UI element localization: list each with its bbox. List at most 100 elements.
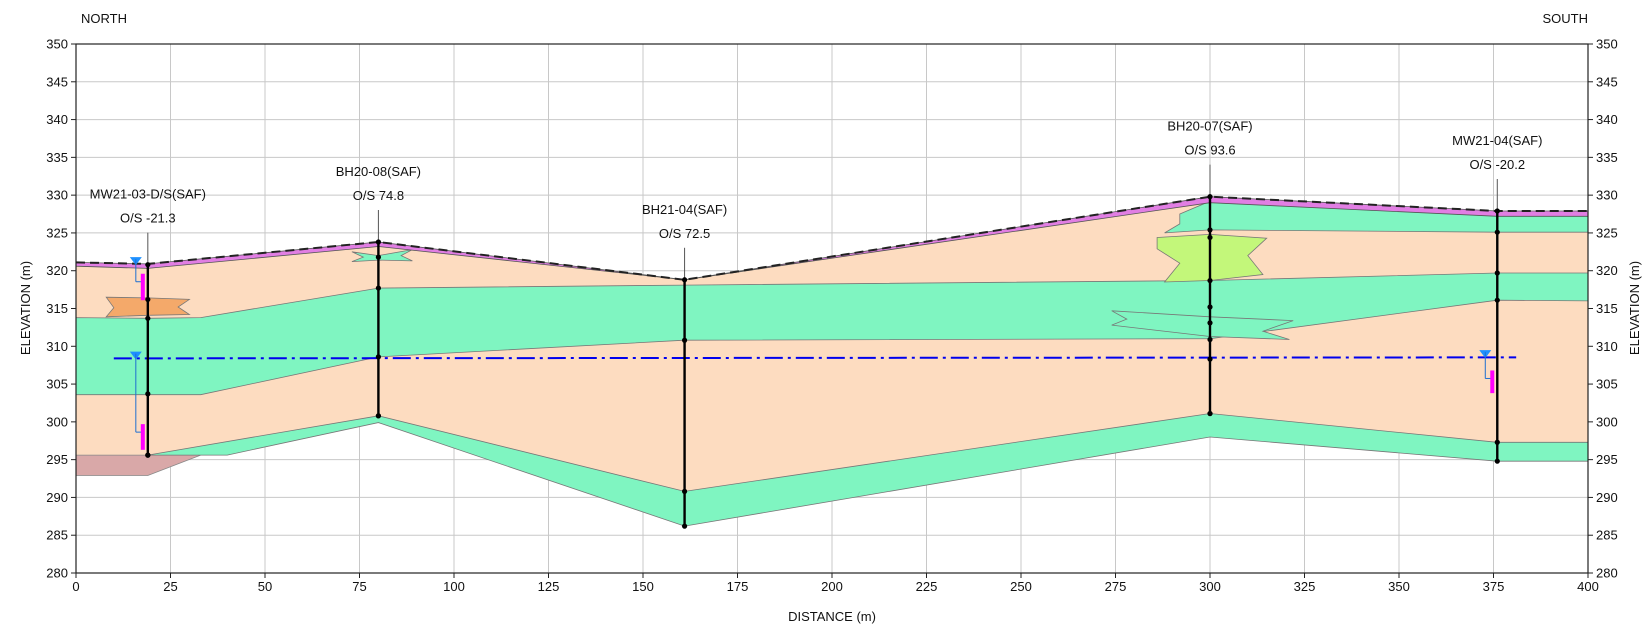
borehole-contact	[1207, 227, 1213, 233]
y-tick-label-left: 345	[46, 74, 68, 89]
borehole-contact	[1207, 336, 1213, 343]
borehole-name: BH20-08(SAF)	[336, 164, 421, 179]
y-tick-label-right: 280	[1596, 566, 1618, 581]
y-tick-label-left: 285	[46, 528, 68, 543]
y-tick-label-left: 290	[46, 490, 68, 505]
x-tick-label: 300	[1199, 579, 1221, 594]
x-tick-label: 75	[352, 579, 366, 594]
borehole-bottom	[681, 523, 688, 529]
x-tick-label: 150	[632, 579, 654, 594]
borehole-contact	[1494, 439, 1500, 445]
x-tick-label: 50	[258, 579, 272, 594]
y-tick-label-right: 325	[1596, 225, 1618, 240]
y-tick-label-left: 325	[46, 225, 68, 240]
borehole-contact	[1494, 270, 1500, 276]
borehole: MW21-04(SAF) O/S -20.2	[1452, 133, 1542, 464]
x-tick-label: 325	[1294, 579, 1316, 594]
y-tick-label-right: 340	[1596, 112, 1618, 127]
y-tick-label-right: 335	[1596, 150, 1618, 165]
lime-lens	[1156, 233, 1268, 283]
borehole-contact	[1207, 277, 1213, 284]
y-tick-label-left: 330	[46, 188, 68, 203]
borehole-contact	[375, 254, 381, 260]
y-tick-label-left: 280	[46, 566, 68, 581]
y-tick-label-right: 290	[1596, 490, 1618, 505]
x-tick-label: 125	[538, 579, 560, 594]
borehole-contact	[375, 239, 381, 245]
borehole-contact	[681, 337, 688, 343]
borehole: BH20-07(SAF) O/S 93.6	[1167, 119, 1253, 417]
y-tick-label-left: 340	[46, 112, 68, 127]
borehole-offset: O/S 72.5	[659, 226, 710, 241]
borehole-contact	[1207, 234, 1213, 241]
borehole-contact	[681, 488, 688, 494]
y-tick-label-right: 310	[1596, 339, 1618, 354]
borehole-offset: O/S 93.6	[1184, 143, 1235, 158]
y-tick-label-right: 305	[1596, 377, 1618, 392]
y-tick-label-left: 315	[46, 301, 68, 316]
y-tick-label-right: 295	[1596, 452, 1618, 467]
x-tick-label: 100	[443, 579, 465, 594]
borehole-name: MW21-04(SAF)	[1452, 133, 1542, 148]
borehole-contact	[1207, 356, 1213, 362]
borehole-contact	[1207, 304, 1213, 310]
y-tick-label-left: 300	[46, 414, 68, 429]
green-lens-thin	[1111, 310, 1294, 340]
borehole-contact	[1207, 194, 1213, 200]
borehole-name: MW21-03-D/S(SAF)	[90, 187, 206, 202]
borehole-bottom	[375, 413, 381, 419]
x-tick-label: 350	[1388, 579, 1410, 594]
x-tick-label: 400	[1577, 579, 1599, 594]
y-tick-label-left: 305	[46, 377, 68, 392]
borehole-contact	[375, 354, 381, 360]
north-label: NORTH	[81, 11, 127, 26]
borehole-contact	[1207, 320, 1213, 326]
x-axis-title: DISTANCE (m)	[788, 609, 876, 624]
borehole-contact	[145, 262, 151, 268]
y-axis-title-left: ELEVATION (m)	[18, 261, 33, 355]
y-axis-left: 280 285 290 295 300 305 310 315 320 325 330 335 340 3…	[46, 37, 76, 581]
x-tick-label: 225	[916, 579, 938, 594]
water-table-line	[113, 356, 1517, 360]
borehole-contact	[1494, 229, 1500, 235]
x-tick-label: 0	[72, 579, 79, 594]
borehole-contact	[1494, 297, 1500, 303]
y-axis-title-right: ELEVATION (m)	[1627, 261, 1642, 355]
borehole-contact	[1494, 208, 1500, 214]
x-tick-label: 200	[821, 579, 843, 594]
y-tick-label-right: 330	[1596, 188, 1618, 203]
borehole-contact	[145, 296, 151, 303]
y-tick-label-left: 310	[46, 339, 68, 354]
borehole-offset: O/S -21.3	[120, 211, 176, 226]
borehole-contact	[681, 277, 688, 283]
borehole-contact	[145, 391, 151, 397]
y-tick-label-right: 300	[1596, 414, 1618, 429]
y-axis-right: 280 285 290 295 300 305 310 315 320 325 330 335 340 3…	[1588, 37, 1618, 581]
x-axis: 0 25 50 75 100 125 150 175 200 225 250 275 300 325 350…	[72, 573, 1599, 594]
borehole-offset: O/S -20.2	[1469, 157, 1525, 172]
green-lens-small	[351, 249, 413, 262]
y-tick-label-right: 345	[1596, 74, 1618, 89]
south-label: SOUTH	[1543, 11, 1589, 26]
y-tick-label-left: 335	[46, 150, 68, 165]
x-tick-label: 250	[1010, 579, 1032, 594]
borehole-bottom	[1207, 410, 1213, 417]
borehole-name: BH21-04(SAF)	[642, 202, 727, 217]
y-tick-label-left: 350	[46, 37, 68, 52]
y-tick-label-right: 285	[1596, 528, 1618, 543]
boreholes: MW21-03-D/S(SAF) O/S -21.3 BH20-08(SAF) O/S…	[90, 119, 1542, 529]
borehole-name: BH20-07(SAF)	[1167, 119, 1252, 134]
y-tick-label-left: 295	[46, 452, 68, 467]
x-tick-label: 175	[727, 579, 749, 594]
borehole: BH20-08(SAF) O/S 74.8	[336, 164, 421, 419]
borehole-contact	[375, 285, 381, 291]
x-tick-label: 25	[163, 579, 177, 594]
borehole: MW21-03-D/S(SAF) O/S -21.3	[90, 187, 206, 458]
borehole-bottom	[1494, 458, 1500, 464]
y-tick-label-right: 315	[1596, 301, 1618, 316]
y-tick-label-right: 350	[1596, 37, 1618, 52]
borehole-bottom	[145, 452, 151, 458]
y-tick-label-left: 320	[46, 263, 68, 278]
water-table	[113, 356, 1517, 360]
